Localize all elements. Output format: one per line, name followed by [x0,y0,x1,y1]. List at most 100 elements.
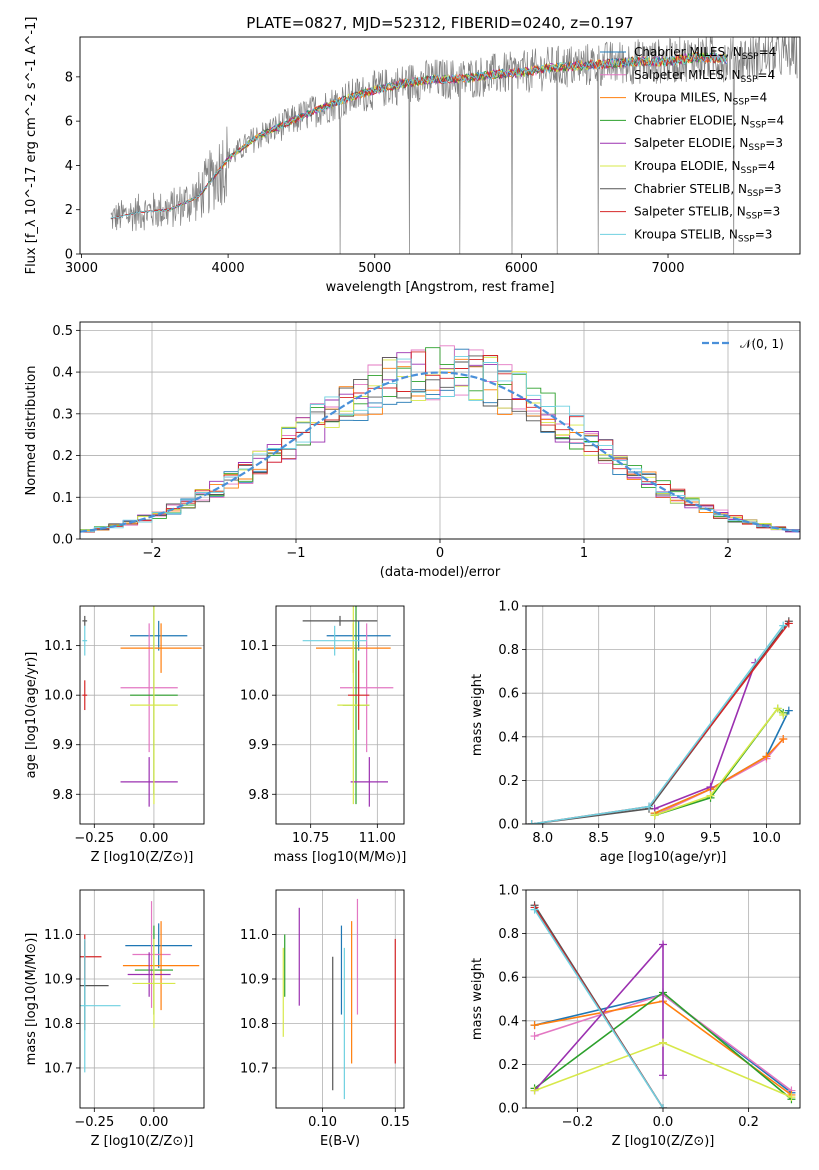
legend-text-main: Salpeter STELIB, N [634,205,746,219]
data-spectrum-line [110,37,798,254]
series-marker-kroupa-elodie [530,1086,539,1095]
plot-area [282,898,396,1100]
y-tick-label: 0.6 [498,687,519,702]
legend-text-sub: SSP [738,234,755,244]
errorbar-chabrier-miles [130,620,188,651]
series-marker-kroupa-stelib [530,905,539,914]
grid [526,605,800,825]
x-axis-label: wavelength [Angstrom, rest frame] [326,280,555,295]
errorbar-chabrier-stelib [82,615,88,626]
x-axis-label: (data-model)/error [380,565,501,580]
grid [80,606,204,824]
legend-text-sub: SSP [733,98,750,108]
grid [276,606,404,824]
series-marker-kroupa-elodie [787,1093,796,1102]
y-tick-label: 6 [65,115,73,130]
y-axis-label: Flux [f_λ 10^-17 erg cm^-2 s^-1 A^-1] [24,17,39,275]
errorbar-salpeter-miles [132,901,171,1008]
y-axis-label: mass weight [470,674,485,756]
legend-text-main: Chabrier ELODIE, N [634,113,750,127]
y-tick-label: 0.4 [498,730,519,745]
x-tick-label: 0.10 [308,1115,337,1130]
x-axis-label: mass [log10(M/M⊙)] [274,850,407,865]
panel-residuals: −2 −1 0 1 2 0.0 0.1 0.2 0.3 0.4 0.5 (data-model)/er… [24,321,801,580]
series-marker-salpeter-elodie [706,782,715,791]
series-marker-kroupa-stelib [645,802,654,811]
legend-entry-chabrier-elodie: Chabrier ELODIE, NSSP=4 [634,113,784,130]
x-tick-label: 5000 [358,261,391,276]
x-tick-label: 0.2 [738,1115,759,1130]
x-tick-label: −0.25 [74,1115,114,1130]
y-tick-label: 0.0 [498,1102,519,1117]
series-marker-kroupa-elodie [706,791,715,800]
series-marker-salpeter-elodie [659,1071,667,1080]
series-marker-salpeter-miles [530,1032,539,1041]
x-tick-label: 6000 [505,261,538,276]
y-tick-label: 0.2 [52,449,73,464]
errorbar-kroupa-elodie [130,606,178,805]
series-marker-kroupa-elodie [650,811,659,820]
y-tick-label: 10.7 [240,1061,269,1076]
errorbar-chabrier-stelib [302,615,378,626]
legend-text-main: Chabrier MILES, N [634,45,742,59]
series-line-chabrier-miles [654,710,790,814]
legend-text-sub: SSP [746,212,763,222]
plot-area [80,901,200,1073]
panel-weight_vs_Z: −0.2 0.0 0.2 0.0 0.2 0.4 0.6 0.8 1.0 Z [log10(Z/Z… [470,884,801,1149]
y-tick-label: 9.8 [248,788,269,803]
errorbar-salpeter-elodie [120,757,178,807]
y-tick-label: 0.0 [52,533,73,548]
y-tick-label: 9.9 [248,738,269,753]
series-marker-kroupa-miles [530,1021,539,1030]
plot-area [110,37,798,254]
legend-entry-normal: 𝒩(0, 1) [740,337,784,351]
x-tick-label: 0 [436,546,444,561]
axes-frame [525,889,801,1109]
normal-reference-curve [80,371,800,533]
legend-entry-kroupa-miles: Kroupa MILES, NSSP=4 [634,91,767,108]
y-tick-label: 10.1 [240,639,269,654]
plot-area [82,606,202,807]
y-tick-label: 0.4 [498,1014,519,1029]
errorbar-salpeter-stelib [348,660,370,730]
y-tick-label: 10.1 [44,639,73,654]
axes-frame [275,605,405,825]
series-line-kroupa-stelib [531,625,784,824]
panel-mass_vs_EBV: 0.10 0.15 10.7 10.8 10.9 11.0 E(B-V) [240,889,410,1149]
legend-text-main: Salpeter MILES, N [634,68,741,82]
y-tick-label: 8 [65,70,73,85]
plot-area [530,901,796,1108]
legend-text-suffix: =3 [763,205,781,219]
plot-area [80,345,800,533]
series-line-salpeter-miles [654,738,784,817]
y-tick-label: 0.8 [498,643,519,658]
y-tick-label: 9.9 [52,738,73,753]
legend-text-main: Salpeter ELODIE, N [634,136,748,150]
axes-frame [79,321,801,540]
y-axis-label: age [log10(age/yr)] [24,652,39,779]
x-tick-label: −1 [286,546,305,561]
y-tick-label: 0.4 [52,366,73,381]
x-tick-label: 2 [724,546,732,561]
x-tick-label: 9.0 [644,831,665,846]
x-tick-label: 8.0 [532,831,553,846]
y-tick-label: 1.0 [498,884,519,899]
series-marker-kroupa-stelib [527,820,536,824]
legend-text-suffix: =4 [757,68,775,82]
panel-spectrum: 3000 4000 5000 6000 7000 0 2 4 6 8 wavelength [Ang… [24,17,801,295]
series-marker-kroupa-stelib [659,1104,667,1108]
legend-text-sub: SSP [742,52,759,62]
series-marker-kroupa-stelib [779,621,788,630]
panel-mass_vs_Z: −0.25 0.00 10.7 10.8 10.9 11.0 Z [log10(Z/Z⊙)]… [24,889,205,1149]
legend-text-suffix: =3 [764,182,782,196]
y-tick-label: 0.3 [52,407,73,422]
histogram-kroupa-stelib [80,356,800,532]
y-tick-label: 0.8 [498,927,519,942]
y-tick-label: 0.5 [52,324,73,339]
legend-entry-chabrier-stelib: Chabrier STELIB, NSSP=3 [634,182,782,199]
x-tick-label: 8.5 [588,831,609,846]
errorbar-chabrier-miles [125,923,193,968]
x-tick-label: 10.0 [752,831,781,846]
x-axis-label: age [log10(age/yr)] [600,850,727,865]
